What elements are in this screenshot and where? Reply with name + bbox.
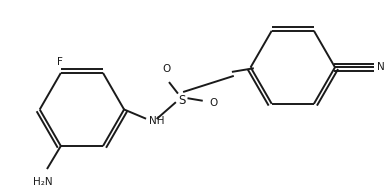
Text: N: N [377,62,385,72]
Text: F: F [57,57,63,67]
Text: NH: NH [149,116,164,126]
Text: O: O [209,98,218,108]
Text: H₂N: H₂N [33,177,53,187]
Text: O: O [162,64,170,74]
Text: S: S [178,94,186,107]
